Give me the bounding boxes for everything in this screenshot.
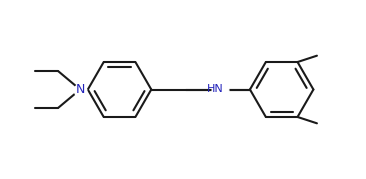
Text: N: N xyxy=(75,83,85,96)
Text: HN: HN xyxy=(207,84,224,94)
